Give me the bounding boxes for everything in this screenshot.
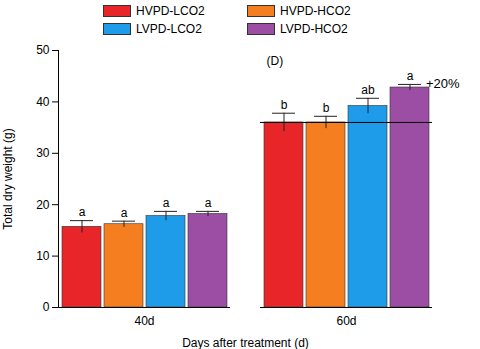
svg-text:Days after treatment (d): Days after treatment (d) bbox=[182, 336, 309, 349]
html-text:HVPD-HCO2: HVPD-HCO2 bbox=[280, 4, 351, 19]
svg-text:10: 10 bbox=[36, 249, 50, 263]
svg-text:20: 20 bbox=[36, 198, 50, 212]
html-text:LVPD-LCO2: LVPD-LCO2 bbox=[136, 21, 202, 36]
html-text:HVPD-LCO2: HVPD-LCO2 bbox=[136, 4, 205, 19]
svg-text:ab: ab bbox=[361, 83, 375, 97]
svg-text:30: 30 bbox=[36, 146, 50, 160]
svg-text:a: a bbox=[205, 196, 212, 210]
svg-text:0: 0 bbox=[43, 300, 50, 314]
svg-text:a: a bbox=[163, 196, 170, 210]
svg-text:40: 40 bbox=[36, 95, 50, 109]
svg-text:+20%: +20% bbox=[426, 76, 460, 91]
svg-text:b: b bbox=[323, 101, 330, 115]
svg-text:a: a bbox=[407, 69, 414, 83]
svg-text:(D): (D) bbox=[267, 54, 284, 68]
svg-text:a: a bbox=[79, 205, 86, 219]
svg-text:b: b bbox=[281, 98, 288, 112]
svg-text:40d: 40d bbox=[134, 314, 154, 328]
html-text:LVPD-HCO2: LVPD-HCO2 bbox=[280, 21, 348, 36]
svg-text:Total dry weight (g): Total dry weight (g) bbox=[1, 128, 15, 229]
svg-text:60d: 60d bbox=[336, 314, 356, 328]
svg-text:a: a bbox=[121, 206, 128, 220]
svg-text:50: 50 bbox=[36, 43, 50, 57]
